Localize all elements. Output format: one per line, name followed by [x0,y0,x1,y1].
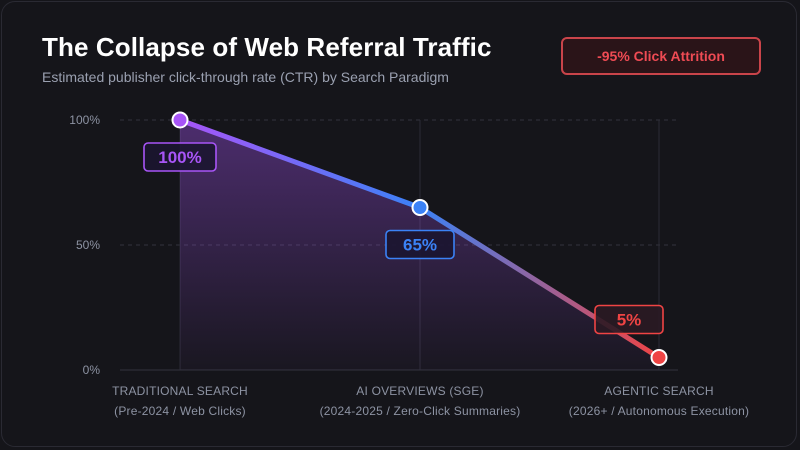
data-point [171,111,189,129]
chart-subtitle: Estimated publisher click-through rate (… [42,69,449,85]
x-tick-detail: (2026+ / Autonomous Execution) [569,404,749,418]
y-tick-label: 100% [69,113,100,127]
y-tick-label: 0% [83,363,101,377]
x-tick-label: AGENTIC SEARCH [604,384,713,398]
x-tick-label: AI OVERVIEWS (SGE) [356,384,483,398]
data-label: 100% [158,148,201,167]
data-label-box [594,304,664,335]
chart-title: The Collapse of Web Referral Traffic [42,32,492,62]
data-point [411,199,429,216]
data-label: 65% [403,236,437,255]
data-point [650,349,668,366]
data-label: 5% [617,311,642,330]
y-tick-label: 50% [76,238,100,252]
x-tick-label: TRADITIONAL SEARCH [112,384,248,398]
x-tick-detail: (Pre-2024 / Web Clicks) [114,404,246,418]
data-label-box [385,229,455,260]
data-label-box [143,142,217,172]
x-tick-detail: (2024-2025 / Zero-Click Summaries) [320,404,521,418]
attrition-badge: -95% Click Attrition [561,37,761,75]
